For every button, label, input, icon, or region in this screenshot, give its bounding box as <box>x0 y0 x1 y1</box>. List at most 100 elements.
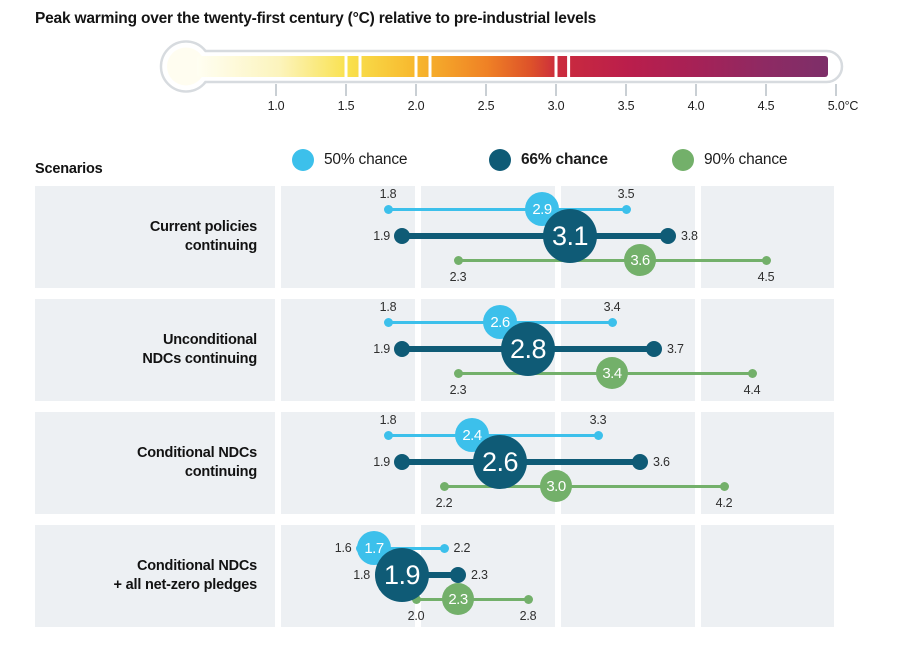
threshold-mark <box>428 56 432 77</box>
range-dot-low <box>453 255 463 265</box>
chart-panel <box>561 525 695 627</box>
axis-tick-label: 3.5 <box>617 99 635 113</box>
range-dot-high <box>450 567 466 583</box>
range-mid-bubble: 3.4 <box>596 357 628 389</box>
range-high-label: 2.2 <box>453 541 471 555</box>
chart-panel <box>281 186 415 288</box>
range-line <box>388 207 626 211</box>
bubbles-layer: 1.7 1.6 2.2 1.9 1.8 2.3 2.3 2.0 2.8 <box>0 525 906 627</box>
range-dot-high <box>632 454 648 470</box>
chart-panel <box>281 299 415 401</box>
range-high-label: 2.3 <box>471 568 488 582</box>
scenario-label: Conditional NDCs + all net-zero pledges <box>35 525 275 627</box>
bubbles-layer: 2.4 1.8 3.3 2.6 1.9 3.6 3.0 2.2 4.2 <box>0 412 906 514</box>
range-dot-high <box>761 255 771 265</box>
range-line <box>402 233 668 239</box>
range-mid-bubble: 2.3 <box>442 583 474 615</box>
range-mid-bubble: 3.1 <box>543 209 597 263</box>
legend-swatch-icon <box>489 149 511 171</box>
legend-label: 66% chance <box>521 151 608 168</box>
scenario-label-line: Unconditional <box>162 332 257 348</box>
range-dot-high <box>747 368 757 378</box>
axis-tick-label: 2.0 <box>407 99 425 113</box>
axis-tick <box>695 84 697 96</box>
range-low-label: 1.9 <box>373 342 390 356</box>
threshold-mark <box>414 56 418 77</box>
chart-panel <box>701 299 834 401</box>
range-dot-low <box>394 341 410 357</box>
legend-swatch-icon <box>292 149 314 171</box>
threshold-mark <box>554 56 558 77</box>
axis-tick-label: 4.0 <box>687 99 705 113</box>
range-dot-low <box>439 481 449 491</box>
scenario-label-line: Conditional NDCs <box>136 445 257 461</box>
axis-tick-label: 1.5 <box>337 99 355 113</box>
range-low-label: 1.9 <box>373 455 390 469</box>
range-low-label: 1.6 <box>334 541 352 555</box>
range-dot-high <box>523 594 533 604</box>
scenario-label-line: NDCs continuing <box>142 351 257 367</box>
scenario-label-line: Current policies <box>149 219 257 235</box>
range-low-label: 1.9 <box>373 229 390 243</box>
range-line <box>458 258 766 262</box>
range-dot-high <box>593 430 603 440</box>
range-low-label: 1.8 <box>353 568 370 582</box>
range-high-label: 4.5 <box>757 270 775 284</box>
range-mid-bubble: 2.6 <box>473 435 527 489</box>
axis-tick-label: 4.5 <box>757 99 775 113</box>
threshold-mark <box>567 56 571 77</box>
range-mid-bubble: 2.8 <box>501 322 555 376</box>
range-dot-low <box>394 228 410 244</box>
legend-swatch-icon <box>672 149 694 171</box>
axis-tick <box>415 84 417 96</box>
legend-label: 50% chance <box>324 151 408 168</box>
range-low-label: 1.8 <box>379 300 397 314</box>
chart-panel <box>701 186 834 288</box>
range-mid-bubble: 1.9 <box>375 548 429 602</box>
thermometer-gradient-bar <box>197 56 828 77</box>
thermometer-bulb-tint <box>167 47 205 86</box>
range-dot-high <box>646 341 662 357</box>
range-dot-low <box>383 204 393 214</box>
range-lines-layer <box>0 186 906 288</box>
threshold-mark <box>358 56 362 77</box>
range-dot-high <box>621 204 631 214</box>
range-mid-bubble: 3.6 <box>624 244 656 276</box>
thermometer-graphic <box>159 40 844 93</box>
range-dot-low <box>383 430 393 440</box>
scenario-label-line: Conditional NDCs <box>136 558 257 574</box>
scenario-row: Unconditional NDCs continuing 2.6 1.8 3.4 2.8… <box>0 299 906 401</box>
threshold-mark <box>344 56 348 77</box>
axis-tick-label: 5.0°C <box>827 99 859 113</box>
range-dot-low <box>394 454 410 470</box>
range-dot-high <box>439 543 449 553</box>
thermometer-threshold-marks <box>344 56 571 77</box>
range-high-label: 3.5 <box>617 187 635 201</box>
scenario-row: Conditional NDCs + all net-zero pledges 1.… <box>0 525 906 627</box>
axis-tick-label: 2.5 <box>477 99 495 113</box>
range-dot-high <box>660 228 676 244</box>
scenario-row: Current policies continuing 2.9 1.8 3.5 3.1 1.… <box>0 186 906 288</box>
range-low-label: 2.0 <box>407 609 425 623</box>
axis-tick <box>835 84 837 96</box>
range-dot-high <box>607 317 617 327</box>
range-high-label: 2.8 <box>519 609 537 623</box>
chart-title: Peak warming over the twenty-first centu… <box>35 10 597 27</box>
axis-tick <box>485 84 487 96</box>
axis-tick-label: 1.0 <box>267 99 285 113</box>
bubbles-layer: 2.6 1.8 3.4 2.8 1.9 3.7 3.4 2.3 4.4 <box>0 299 906 401</box>
scenario-label: Unconditional NDCs continuing <box>35 299 275 401</box>
axis-tick <box>345 84 347 96</box>
range-dot-high <box>719 481 729 491</box>
range-high-label: 4.4 <box>743 383 761 397</box>
range-high-label: 3.8 <box>681 229 698 243</box>
range-mid-bubble: 3.0 <box>540 470 572 502</box>
legend-label: 90% chance <box>704 151 788 168</box>
range-high-label: 3.3 <box>589 413 607 427</box>
axis-tick <box>275 84 277 96</box>
bubbles-layer: 2.9 1.8 3.5 3.1 1.9 3.8 3.6 2.3 4.5 <box>0 186 906 288</box>
range-low-label: 2.3 <box>449 270 467 284</box>
range-low-label: 2.2 <box>435 496 453 510</box>
range-dot-low <box>453 368 463 378</box>
range-dot-low <box>383 317 393 327</box>
